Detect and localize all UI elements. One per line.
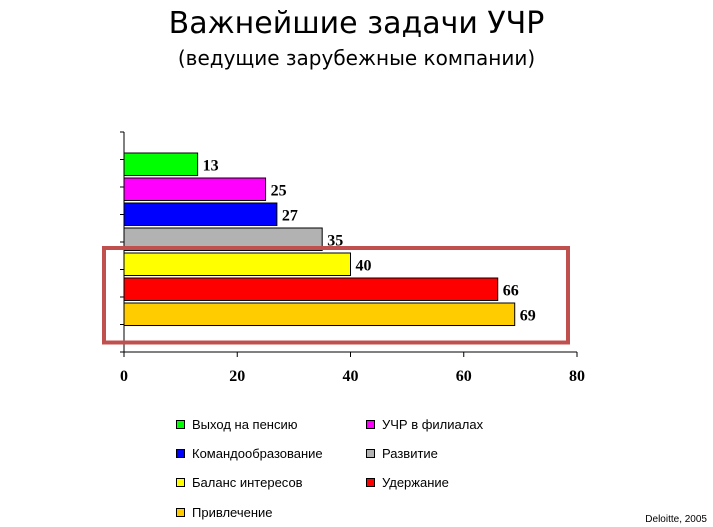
legend-label: УЧР в филиалах [382, 417, 484, 432]
highlight-box [102, 246, 570, 345]
legend-item: УЧР в филиалах [366, 417, 483, 432]
chart-title: Важнейшие задачи УЧР [168, 6, 545, 41]
legend-label: Выход на пенсию [192, 417, 298, 432]
legend-item: Командообразование [176, 446, 323, 461]
legend-swatch [366, 420, 375, 429]
bar-value-label: 13 [203, 157, 219, 174]
bar-6 [123, 277, 499, 301]
legend-label: Удержание [382, 475, 449, 490]
legend-swatch [366, 478, 375, 487]
bar-3 [123, 202, 278, 226]
bar-7 [123, 302, 516, 326]
legend-item: Выход на пенсию [176, 417, 298, 432]
legend-swatch [176, 478, 185, 487]
bar-1 [123, 152, 199, 176]
legend-swatch [176, 420, 185, 429]
bar-value-label: 66 [503, 282, 519, 299]
bar-5 [123, 252, 351, 276]
legend-label: Баланс интересов [192, 475, 303, 490]
legend-item: Привлечение [176, 505, 273, 520]
x-tick-label: 80 [569, 368, 585, 385]
bar-value-label: 35 [327, 232, 343, 249]
bar-value-label: 40 [356, 257, 372, 274]
chart-subtitle: (ведущие зарубежные компании) [177, 46, 536, 70]
legend-item: Баланс интересов [176, 475, 303, 490]
legend-swatch [366, 449, 375, 458]
legend-label: Привлечение [192, 505, 273, 520]
legend-label: Командообразование [192, 446, 323, 461]
legend-swatch [176, 449, 185, 458]
bar-value-label: 69 [520, 307, 536, 324]
bar-2 [123, 177, 267, 201]
x-tick-label: 60 [456, 368, 472, 385]
legend-swatch [176, 508, 185, 517]
bar-value-label: 25 [271, 182, 287, 199]
legend-label: Развитие [382, 446, 438, 461]
source-credit: Deloitte, 2005 [645, 514, 707, 525]
bar-value-label: 27 [282, 207, 298, 224]
legend-item: Удержание [366, 475, 449, 490]
legend-item: Развитие [366, 446, 438, 461]
x-tick-label: 0 [120, 368, 128, 385]
x-tick-label: 40 [343, 368, 359, 385]
x-tick-label: 20 [229, 368, 245, 385]
